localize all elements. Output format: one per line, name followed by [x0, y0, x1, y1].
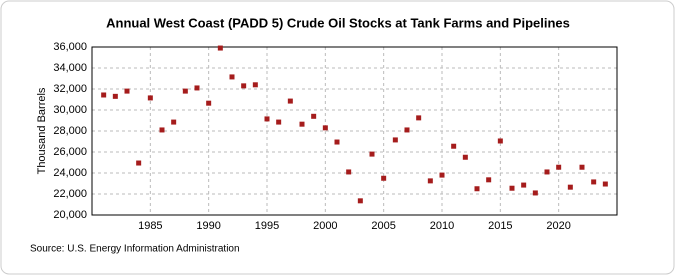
x-tick-label: 1985	[138, 220, 162, 232]
point	[544, 169, 550, 175]
plot-area	[91, 46, 618, 216]
point	[462, 154, 468, 160]
point	[229, 74, 235, 80]
y-tick-label: 36,000	[53, 41, 87, 53]
point	[404, 127, 410, 133]
point	[276, 119, 282, 125]
point	[241, 83, 247, 89]
point	[521, 182, 527, 188]
point	[567, 184, 573, 190]
x-tick-label: 2015	[488, 220, 512, 232]
y-tick-label: 26,000	[53, 146, 87, 158]
point	[579, 164, 585, 170]
point	[206, 100, 212, 106]
x-tick-label: 2005	[371, 220, 395, 232]
point	[509, 185, 515, 191]
point	[194, 85, 200, 91]
chart-title: Annual West Coast (PADD 5) Crude Oil Sto…	[106, 15, 570, 30]
point	[474, 186, 480, 192]
point	[287, 98, 293, 104]
source-note: Source: U.S. Energy Information Administ…	[30, 244, 240, 255]
point	[124, 88, 130, 94]
point	[556, 164, 562, 170]
y-tick-label: 32,000	[53, 83, 87, 95]
point	[101, 92, 107, 98]
point	[392, 137, 398, 143]
point	[182, 88, 188, 94]
y-tick-label: 24,000	[53, 167, 87, 179]
y-tick-label: 34,000	[53, 62, 87, 74]
point	[602, 181, 608, 187]
point	[311, 113, 317, 119]
y-tick-label: 22,000	[53, 188, 87, 200]
point	[334, 139, 340, 145]
point	[322, 125, 328, 131]
x-tick-label: 1995	[255, 220, 279, 232]
y-tick-label: 20,000	[53, 209, 87, 221]
point	[381, 175, 387, 181]
point	[147, 95, 153, 101]
point	[451, 143, 457, 149]
x-tick-label: 2020	[546, 220, 570, 232]
point	[497, 138, 503, 144]
point	[264, 116, 270, 122]
point	[299, 121, 305, 127]
point	[136, 160, 142, 166]
point	[357, 198, 363, 204]
x-tick-label: 2010	[430, 220, 454, 232]
y-axis-label: Thousand Barrels	[36, 87, 48, 174]
point	[217, 45, 223, 51]
point	[486, 177, 492, 183]
point	[427, 178, 433, 184]
y-tick-label: 30,000	[53, 104, 87, 116]
x-tick-label: 1990	[196, 220, 220, 232]
point	[439, 172, 445, 178]
point	[171, 119, 177, 125]
y-tick-label: 28,000	[53, 125, 87, 137]
point	[369, 151, 375, 157]
point	[532, 190, 538, 196]
point	[112, 93, 118, 99]
point	[252, 82, 258, 88]
point	[416, 115, 422, 121]
point	[346, 169, 352, 175]
point	[591, 179, 597, 185]
x-tick-label: 2000	[313, 220, 337, 232]
point	[159, 127, 165, 133]
